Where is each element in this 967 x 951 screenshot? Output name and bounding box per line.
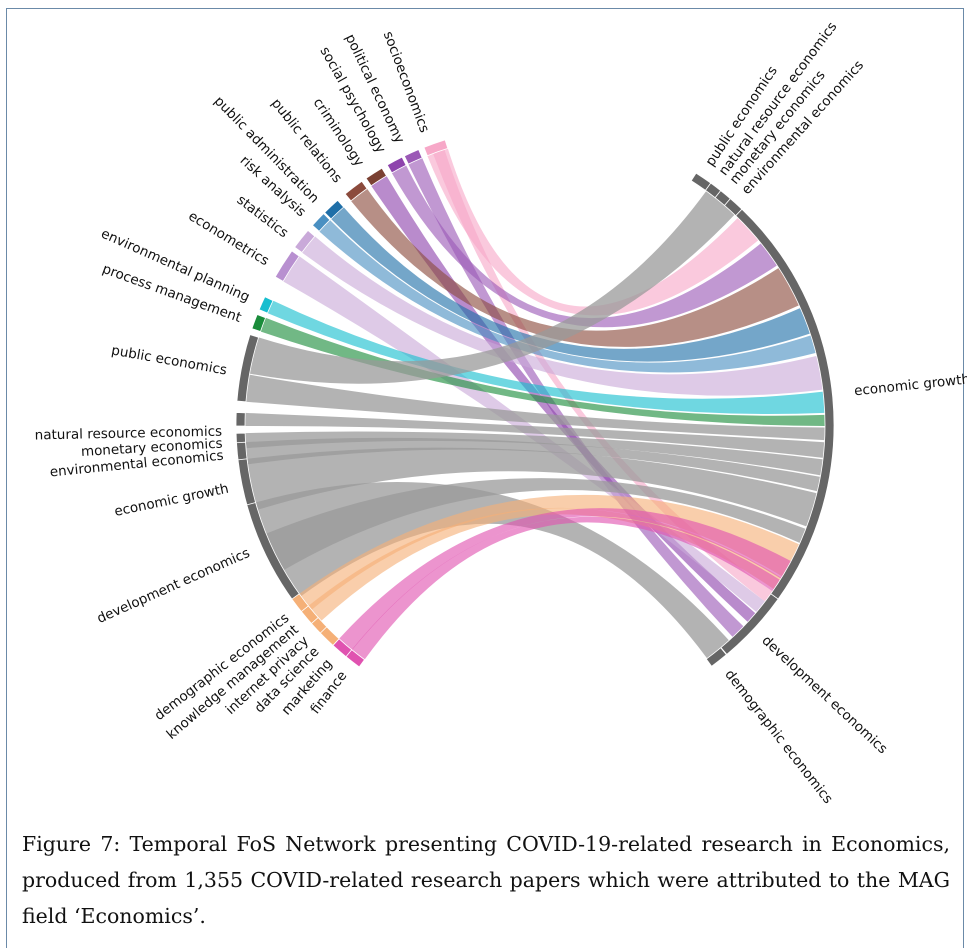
chord-ribbon (246, 447, 817, 527)
left-node-label-natural-resource-economics: natural resource economics (35, 424, 223, 444)
right-node-label-economic-growth: economic growth (853, 371, 967, 399)
ribbon-group (245, 148, 826, 660)
chord-ribbon (427, 148, 759, 316)
left-node-arc-social-psychology (386, 156, 407, 174)
left-node-arc-development-economics (246, 502, 302, 603)
left-node-arc-criminology (365, 167, 388, 187)
figure-frame (6, 8, 964, 948)
chord-ribbon (301, 236, 823, 396)
left-node-arc-data-science (319, 626, 340, 647)
left-node-arc-statistics (294, 229, 316, 254)
left-node-arc-public-economics (236, 334, 260, 403)
left-node-arc-econometrics (274, 250, 300, 282)
left-node-arc-marketing (332, 638, 353, 658)
left-node-label-development-economics: development economics (95, 545, 253, 627)
chord-ribbon (308, 507, 782, 621)
left-node-arc-natural-resource-economics (235, 412, 246, 427)
left-node-arc-risk-analysis (311, 213, 331, 232)
right-node-arc-demographic-economics (705, 647, 727, 667)
chord-ribbon (245, 412, 825, 458)
left-node-arc-public-administration (324, 199, 345, 220)
left-node-arc-socioeconomics (423, 139, 449, 157)
chord-ribbon (331, 207, 811, 362)
left-node-arc-political-economy (403, 149, 423, 165)
chord-ribbon (371, 175, 756, 623)
chord-ribbon (249, 190, 735, 384)
left-node-arc-process-management (251, 313, 267, 333)
chord-ribbon (408, 157, 744, 638)
figure-caption: Figure 7: Temporal FoS Network presentin… (22, 832, 950, 928)
left-node-label-public-economics: public economics (110, 342, 228, 378)
chord-ribbon (391, 165, 778, 328)
chord-ribbon (245, 374, 825, 441)
left-node-arc-public-relations (344, 180, 368, 202)
node-arc-group (235, 139, 835, 668)
left-node-arc-finance (345, 649, 366, 668)
left-node-arc-environmental-planning (258, 296, 274, 314)
left-node-label-economic-growth: economic growth (113, 481, 230, 520)
chord-ribbon (267, 300, 825, 415)
chord-ribbon (283, 256, 766, 613)
chord-ribbon (245, 431, 823, 476)
right-node-arc-development-economics (720, 593, 779, 655)
chord-ribbon (266, 478, 806, 570)
chord-ribbon (319, 219, 816, 373)
